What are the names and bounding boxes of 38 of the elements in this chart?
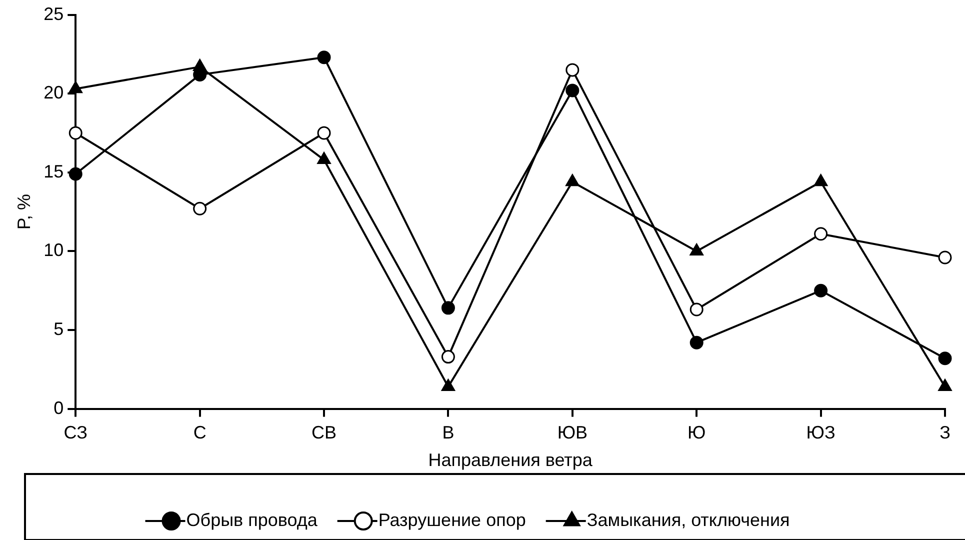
x-tick-label: Ю (688, 422, 706, 443)
point (938, 352, 952, 366)
x-tick-label: ЮЗ (806, 422, 836, 443)
point (690, 336, 704, 350)
legend-label: Разрушение опор (378, 510, 526, 530)
x-axis-title: Направления ветра (428, 450, 594, 470)
x-tick-label: В (442, 422, 454, 443)
y-tick-label: 10 (44, 240, 64, 260)
point (193, 202, 207, 216)
point (68, 81, 82, 94)
point (68, 126, 82, 140)
point (566, 84, 580, 98)
point (814, 227, 828, 241)
point (317, 126, 331, 140)
y-axis-title: P, % (14, 194, 34, 230)
point (317, 50, 331, 64)
y-tick-label: 20 (44, 82, 64, 103)
point (441, 301, 455, 315)
point (317, 152, 331, 164)
x-tick-label: СЗ (64, 422, 88, 443)
legend-label: Замыкания, отключения (586, 510, 790, 530)
point (814, 284, 828, 298)
y-tick-label: 0 (54, 398, 64, 418)
y-tick-label: 5 (54, 318, 64, 339)
point (68, 167, 82, 181)
point (566, 174, 580, 186)
y-tick-label: 25 (44, 4, 64, 24)
x-tick-label: ЮВ (557, 422, 588, 443)
point (566, 63, 580, 77)
point (938, 250, 952, 264)
point (441, 350, 455, 364)
x-tick-label: З (940, 422, 950, 443)
point (814, 174, 828, 186)
x-tick-label: СВ (312, 422, 337, 443)
legend-label: Обрыв провода (186, 510, 318, 530)
point (690, 302, 704, 316)
x-tick-label: С (193, 422, 206, 443)
y-tick-label: 15 (44, 161, 64, 182)
